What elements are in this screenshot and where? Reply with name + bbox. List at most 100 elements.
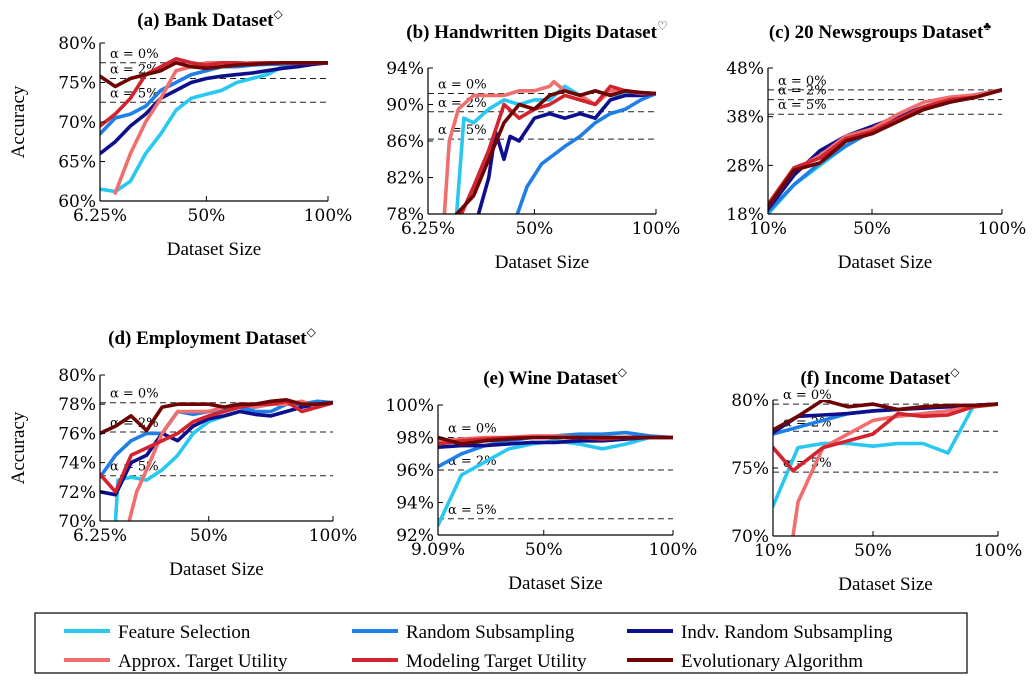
x-tick-label: 50% — [188, 206, 226, 226]
series-group — [438, 430, 673, 528]
series-random-subsampling — [515, 91, 656, 214]
x-tick-label: 6.25% — [73, 526, 127, 546]
x-tick-label: 50% — [190, 526, 228, 546]
x-axis-label: Dataset Size — [495, 252, 589, 273]
reference-label: α = 5% — [448, 503, 497, 518]
x-tick-label: 50% — [854, 541, 892, 561]
reference-label: α = 0% — [438, 78, 487, 93]
series-evolutionary-algorithm — [768, 88, 1002, 209]
x-tick-label: 10% — [749, 219, 787, 239]
y-tick-label: 98% — [396, 429, 434, 449]
y-tick-label: 75% — [58, 74, 96, 94]
dataset-symbol: ◇ — [950, 365, 960, 379]
panel-4: (d) Employment Dataset◇α = 0%α = 2%α = 5… — [8, 325, 357, 580]
y-tick-label: 90% — [386, 96, 424, 116]
series-indv-random-subsampling — [100, 60, 328, 156]
y-axis-label: Accuracy — [8, 85, 29, 158]
y-tick-label: 76% — [58, 424, 96, 444]
dataset-symbol: ◇ — [307, 325, 317, 339]
y-tick-label: 96% — [396, 461, 434, 481]
legend-entry-evolutionary-algorithm: Evolutionary Algorithm — [627, 651, 863, 672]
chart-panels: (a) Bank Dataset◇α = 0%α = 2%α = 5%60%65… — [8, 7, 1026, 595]
series-indv-random-subsampling — [100, 400, 333, 497]
series-group — [768, 88, 1002, 214]
y-tick-label: 72% — [58, 483, 96, 503]
x-tick-label: 6.25% — [73, 206, 127, 226]
series-approx-target-utility — [791, 402, 998, 536]
x-tick-label: 100% — [974, 541, 1023, 561]
reference-label: α = 0% — [783, 388, 832, 403]
y-tick-label: 80% — [731, 391, 769, 411]
reference-label: α = 0% — [778, 74, 827, 89]
y-tick-label: 86% — [386, 132, 424, 152]
legend-label-random-subsampling: Random Subsampling — [406, 622, 575, 643]
x-tick-label: 100% — [304, 206, 353, 226]
x-tick-label: 100% — [632, 219, 681, 239]
x-tick-label: 9.09% — [411, 540, 465, 560]
y-tick-label: 38% — [726, 108, 764, 128]
y-tick-label: 70% — [58, 512, 96, 532]
y-tick-label: 80% — [58, 34, 96, 54]
legend-entry-feature-selection: Feature Selection — [64, 622, 251, 643]
panel-title: (e) Wine Dataset◇ — [483, 365, 627, 389]
x-tick-label: 10% — [754, 541, 792, 561]
y-tick-label: 94% — [386, 59, 424, 79]
legend-label-approx-target-utility: Approx. Target Utility — [118, 651, 288, 672]
series-evolutionary-algorithm — [773, 400, 998, 432]
legend-label-evolutionary-algorithm: Evolutionary Algorithm — [681, 651, 863, 672]
series-evolutionary-algorithm — [454, 89, 656, 214]
legend-label-modeling-target-utility: Modeling Target Utility — [406, 651, 587, 672]
legend-label-feature-selection: Feature Selection — [118, 622, 251, 643]
panel-6: (f) Income Dataset◇α = 0%α = 2%α = 5%70%… — [731, 365, 1022, 595]
x-axis-label: Dataset Size — [167, 239, 261, 260]
series-approx-target-utility — [442, 79, 656, 214]
panel-1: (a) Bank Dataset◇α = 0%α = 2%α = 5%60%65… — [8, 7, 352, 260]
series-feature-selection — [100, 60, 328, 194]
x-axis-label: Dataset Size — [838, 574, 932, 595]
y-axis-label: Accuracy — [8, 411, 29, 484]
legend: Feature Selection Random Subsampling Ind… — [34, 612, 968, 674]
y-tick-label: 75% — [731, 459, 769, 479]
series-approx-target-utility — [127, 399, 333, 521]
y-tick-label: 92% — [396, 526, 434, 546]
legend-entry-random-subsampling: Random Subsampling — [352, 622, 575, 643]
x-axis-label: Dataset Size — [838, 252, 932, 273]
dataset-symbol: ♡ — [657, 19, 668, 33]
x-tick-label: 100% — [309, 526, 358, 546]
panel-title: (b) Handwritten Digits Dataset♡ — [406, 19, 667, 43]
x-tick-label: 50% — [853, 219, 891, 239]
y-tick-label: 94% — [396, 494, 434, 514]
series-modeling-target-utility — [100, 399, 333, 494]
legend-entry-indv-random-subsampling: Indv. Random Subsampling — [627, 622, 893, 643]
series-group — [773, 400, 998, 536]
x-axis-label: Dataset Size — [508, 573, 602, 594]
x-axis-label: Dataset Size — [169, 559, 263, 580]
y-tick-label: 18% — [726, 205, 764, 225]
reference-label: α = 0% — [110, 387, 159, 402]
panel-3: (c) 20 Newsgroups Dataset♣ α = 0%α = 2%α … — [726, 19, 1026, 273]
series-group — [442, 79, 656, 214]
y-tick-label: 28% — [726, 156, 764, 176]
series-evolutionary-algorithm — [100, 60, 328, 89]
y-tick-label: 100% — [385, 396, 434, 416]
panel-title: (f) Income Dataset◇ — [800, 365, 960, 389]
series-group — [100, 397, 333, 521]
x-tick-label: 50% — [525, 540, 563, 560]
dataset-symbol: ♣ — [983, 19, 991, 33]
reference-label: α = 0% — [110, 47, 159, 62]
x-tick-label: 100% — [978, 219, 1027, 239]
y-tick-label: 80% — [58, 366, 96, 386]
series-group — [100, 56, 328, 195]
reference-label: α = 2% — [778, 84, 827, 99]
dataset-symbol: ◇ — [618, 365, 628, 379]
legend-entry-modeling-target-utility: Modeling Target Utility — [352, 651, 587, 672]
panel-title: (c) 20 Newsgroups Dataset♣ — [769, 19, 991, 43]
y-tick-label: 82% — [386, 169, 424, 189]
dataset-symbol: ◇ — [273, 7, 283, 21]
y-tick-label: 74% — [58, 454, 96, 474]
series-evolutionary-algorithm — [100, 397, 333, 436]
series-modeling-target-utility — [773, 402, 998, 473]
y-tick-label: 48% — [726, 59, 764, 79]
y-tick-label: 70% — [58, 113, 96, 133]
